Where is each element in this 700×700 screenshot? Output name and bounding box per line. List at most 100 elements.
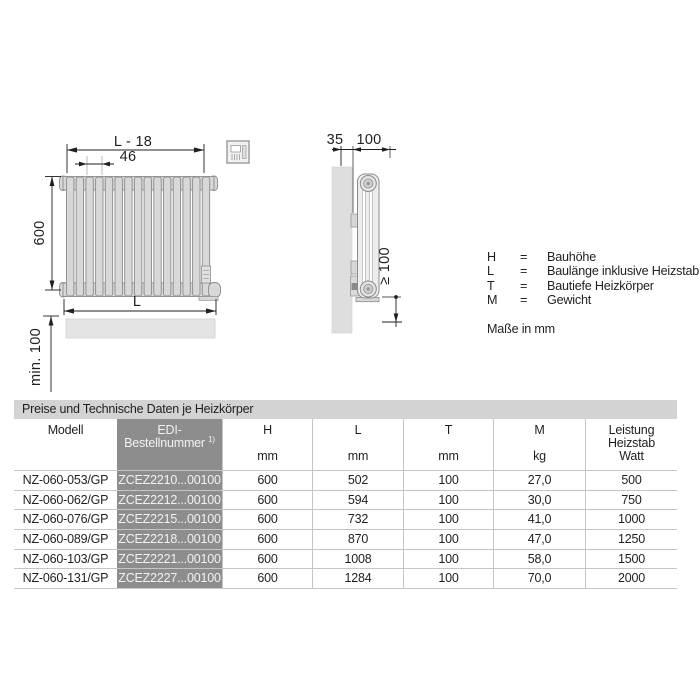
cell-t: 100 [403,490,493,510]
header-label: L [354,423,362,437]
table-row: NZ-060-131/GP ZCEZ2227...00100 600 1284 … [14,568,677,588]
column-header-edi: EDI- Bestellnummer 1) [117,419,222,470]
cell-modell: NZ-060-131/GP [22,571,109,586]
cell-h: 600 [222,510,312,529]
dim-label-floor-clearance: min. 100 [28,328,44,386]
cell-edi: ZCEZ2221...00100 [117,549,222,569]
cell-t: 100 [403,471,493,490]
cell-l: 594 [312,490,403,510]
cell-h: 600 [222,471,312,490]
dim-label-pitch: 46 [120,149,137,165]
column-header-m: M kg [493,419,585,470]
cell-watt: 500 [585,471,677,490]
cell-modell: NZ-060-076/GP [22,512,109,527]
dimension-legend: H = Bauhöhe L = Baulänge inklusive Heizs… [487,250,699,307]
header-unit: mm [257,449,278,464]
cell-m: 70,0 [493,569,585,588]
cell-h: 600 [222,490,312,510]
floor-slab [65,318,216,339]
table-row: NZ-060-053/GP ZCEZ2210...00100 600 502 1… [14,470,677,490]
header-unit: Watt [619,449,644,464]
legend-symbol: H [487,250,496,264]
cell-edi: ZCEZ2227...00100 [117,569,222,588]
radiator-front-view [59,175,221,301]
cell-l: 732 [312,510,403,529]
technical-drawing: L - 18 46 600 L min. 100 [28,132,402,392]
legend-symbol: L [487,264,494,279]
table-row: NZ-060-062/GP ZCEZ2212...00100 600 594 1… [14,489,677,510]
wall [331,166,353,334]
side-view-arrowheads [333,147,399,322]
dim-label-depth: 100 [356,132,381,148]
cell-modell: NZ-060-062/GP [22,492,109,507]
header-unit: mm [438,449,459,464]
front-view-arrowheads [48,147,216,326]
column-header-leistung: Leistung Heizstab Watt [585,419,677,470]
header-label: Leistung [608,423,655,437]
legend-equals: = [520,292,528,307]
cell-watt: 1250 [585,529,677,549]
cell-edi: ZCEZ2212...00100 [117,490,222,510]
dim-label-width-top: L - 18 [114,134,152,150]
cell-h: 600 [222,569,312,588]
cell-edi: ZCEZ2215...00100 [117,510,222,529]
cell-edi: ZCEZ2210...00100 [117,471,222,490]
dim-label-bottom-clearance: ≥ 100 [377,247,393,285]
cell-h: 600 [222,529,312,549]
table-header: Modell EDI- Bestellnummer 1) H mm L mm T… [14,419,677,470]
cell-m: 27,0 [493,471,585,490]
legend-label: Baulänge inklusive Heizstab [547,264,700,279]
dim-label-wall-offset: 35 [327,132,344,148]
table-row: NZ-060-076/GP ZCEZ2215...00100 600 732 1… [14,509,677,529]
legend-label: Bauhöhe [547,250,597,264]
legend-equals: = [520,278,528,293]
cell-l: 1008 [312,549,403,569]
dim-label-height: 600 [32,220,48,245]
table-title: Preise und Technische Daten je Heizkörpe… [14,400,677,419]
cell-t: 100 [403,549,493,569]
cell-watt: 2000 [585,569,677,588]
column-header-h: H mm [222,419,312,470]
radiator-side-view [331,166,380,334]
table-row: NZ-060-103/GP ZCEZ2221...00100 600 1008 … [14,548,677,569]
header-label: T [444,423,453,437]
header-label: EDI- [157,423,182,437]
cell-l: 870 [312,529,403,549]
cell-l: 502 [312,471,403,490]
cell-edi: ZCEZ2218...00100 [117,529,222,549]
header-label: Modell [47,423,84,437]
dim-label-length: L [133,294,141,310]
cell-m: 58,0 [493,549,585,569]
header-label: H [263,423,272,437]
cell-t: 100 [403,569,493,588]
legend-symbol: M [487,292,498,307]
electric-heating-element [198,265,221,301]
table-body: NZ-060-053/GP ZCEZ2210...00100 600 502 1… [14,470,677,589]
column-header-l: L mm [312,419,403,470]
cell-modell: NZ-060-089/GP [22,531,109,546]
header-label: Bestellnummer 1) [124,435,215,451]
units-note: Maße in mm [487,322,555,336]
header-unit: mm [347,449,369,464]
cell-m: 47,0 [493,529,585,549]
cell-watt: 750 [585,490,677,510]
table-row: NZ-060-089/GP ZCEZ2218...00100 600 870 1… [14,528,677,549]
cell-l: 1284 [312,569,403,588]
cell-m: 41,0 [493,510,585,529]
header-label: M [534,423,545,437]
column-header-modell: Modell [14,419,117,470]
price-data-table: Preise und Technische Daten je Heizkörpe… [14,400,677,589]
cell-watt: 1000 [585,510,677,529]
cell-t: 100 [403,510,493,529]
cell-modell: NZ-060-053/GP [22,473,109,487]
legend-equals: = [520,264,528,279]
legend-label: Gewicht [547,292,592,307]
cell-m: 30,0 [493,490,585,510]
cell-modell: NZ-060-103/GP [22,551,109,566]
cell-watt: 1500 [585,549,677,569]
radiator-pictogram-icon [226,140,250,164]
column-header-t: T mm [403,419,493,470]
legend-equals: = [520,250,528,264]
header-unit: kg [533,449,546,464]
